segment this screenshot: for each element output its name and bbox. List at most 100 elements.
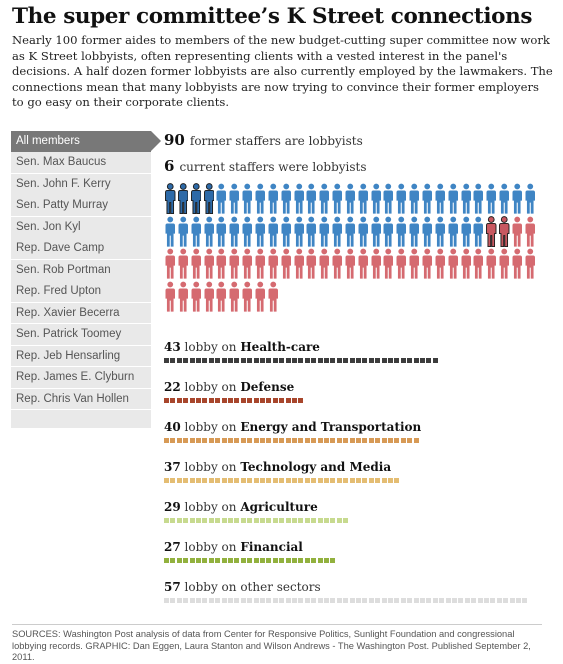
lobbyist-square (400, 598, 406, 603)
lobbyist-square (176, 558, 182, 563)
lobbyist-square (298, 598, 304, 603)
sector-prefix: lobby on (184, 460, 237, 474)
lobbyist-square (279, 558, 285, 563)
member-item[interactable]: Rep. Chris Van Hollen (11, 388, 151, 410)
lobbyist-square (253, 438, 259, 443)
person-icon (191, 281, 202, 312)
member-item[interactable]: Sen. Jon Kyl (11, 216, 151, 238)
lobbyist-square (375, 598, 381, 603)
lobbyist-square (292, 398, 297, 403)
lobbyist-square (388, 438, 393, 443)
lobbyist-square (253, 398, 259, 403)
lobbyist-square (272, 438, 278, 443)
lobbyist-square (272, 478, 278, 483)
lobbyist-square (260, 358, 265, 363)
lobbyist-square (279, 478, 285, 483)
lobbyist-square (196, 518, 201, 523)
lobbyist-square (503, 598, 509, 603)
person-icon (204, 248, 215, 279)
sector-bar (164, 558, 336, 572)
member-item[interactable]: Sen. John F. Kerry (11, 173, 151, 195)
lobbyist-square (413, 438, 419, 443)
lobbyist-square (228, 598, 233, 603)
lobbyist-square (170, 518, 176, 523)
member-item[interactable]: All members (11, 131, 161, 152)
lobbyist-square (317, 558, 323, 563)
person-icon (371, 216, 382, 247)
person-icon (255, 216, 266, 247)
person-icon (448, 183, 459, 214)
lobbyist-square (368, 438, 374, 443)
member-item[interactable]: Rep. Jeb Hensarling (11, 345, 151, 367)
lobbyist-square (496, 598, 502, 603)
member-item[interactable]: Rep. James E. Clyburn (11, 367, 151, 388)
lobbyist-square (189, 398, 195, 403)
sector-count: 22 (164, 380, 181, 394)
lobbyist-square (336, 438, 342, 443)
lobbyist-square (317, 478, 323, 483)
lobbyist-square (336, 478, 342, 483)
lobbyist-square (400, 438, 406, 443)
lobbyist-square (349, 598, 355, 603)
lobbyist-square (234, 518, 240, 523)
person-icon (216, 281, 227, 312)
lobbyist-square (285, 598, 291, 603)
lobbyist-square (330, 358, 336, 363)
person-icon (190, 183, 202, 215)
person-icon (332, 216, 343, 247)
lobbyist-square (272, 358, 278, 363)
lobbyist-square (228, 438, 233, 443)
lobbyist-square (215, 358, 221, 363)
sector-label: 27 lobby on Financial (164, 539, 303, 555)
person-icon (242, 281, 253, 312)
person-icon (499, 183, 510, 214)
sector-bar (164, 518, 349, 532)
lobbyist-square (234, 398, 240, 403)
person-icon (177, 183, 189, 215)
member-item[interactable]: Rep. Dave Camp (11, 238, 151, 260)
member-item[interactable]: Sen. Max Baucus (11, 152, 151, 174)
lobbyist-square (266, 358, 272, 363)
lobbyist-square (292, 558, 297, 563)
person-icon (512, 248, 523, 279)
lobbyist-square (317, 598, 323, 603)
lobbyist-square (381, 438, 387, 443)
lobbyist-square (234, 358, 240, 363)
lobbyist-square (304, 438, 310, 443)
person-icon (486, 215, 497, 247)
lobbyist-square (362, 438, 368, 443)
lobbyist-square (228, 558, 233, 563)
person-icon (242, 216, 253, 247)
lobbyist-square (343, 478, 349, 483)
person-icon (435, 248, 446, 279)
lobbyist-square (272, 598, 278, 603)
lobbyist-square (228, 518, 233, 523)
lobbyist-square (202, 518, 208, 523)
lobbyist-square (215, 518, 221, 523)
person-icon (473, 248, 484, 279)
person-icon (293, 248, 305, 279)
person-icon (448, 248, 459, 279)
lobbyist-square (522, 598, 528, 603)
sector-bar (164, 438, 421, 452)
lobbyist-square (394, 478, 400, 483)
lobbyist-square (432, 598, 438, 603)
person-icon (525, 216, 536, 247)
lobbyist-square (260, 598, 265, 603)
person-icon (383, 216, 394, 247)
member-item[interactable]: Rep. Xavier Becerra (11, 302, 151, 324)
person-icon (486, 183, 497, 214)
person-icon (319, 216, 330, 247)
lobbyist-square (208, 558, 214, 563)
lobbyist-square (304, 558, 310, 563)
lobbyist-square (285, 478, 291, 483)
member-item[interactable]: Rep. Fred Upton (11, 281, 151, 302)
member-item[interactable]: Sen. Patrick Toomey (11, 324, 151, 345)
lobbyist-square (324, 478, 329, 483)
sector-bar (164, 478, 400, 492)
member-item[interactable]: Sen. Rob Portman (11, 259, 151, 281)
member-item[interactable]: Sen. Patty Murray (11, 195, 151, 217)
lobbyist-square (170, 398, 176, 403)
former-staffers-count: 90 (164, 131, 185, 149)
lobbyist-square (196, 358, 201, 363)
